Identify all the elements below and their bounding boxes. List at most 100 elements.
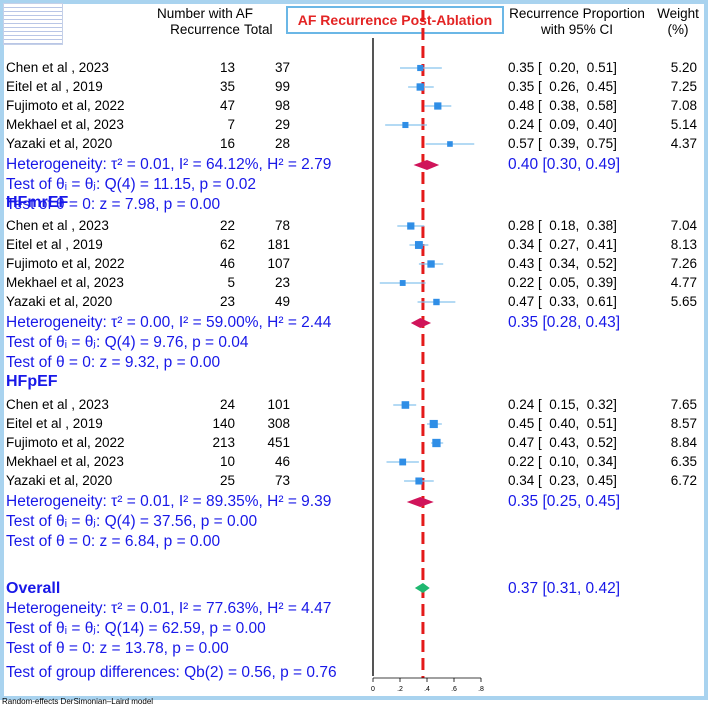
study-name: Mekhael et al, 2023 [6, 275, 124, 290]
af-count: 7 [227, 117, 235, 132]
study-name: Fujimoto et al, 2022 [6, 256, 125, 271]
af-count: 47 [219, 98, 235, 113]
pooled-diamond [410, 318, 432, 328]
proportion-ci: 0.47 [ 0.33, 0.61] [508, 294, 617, 309]
study-name: Chen et al , 2023 [6, 397, 109, 412]
total-count: 49 [274, 294, 290, 309]
weight-value: 5.20 [670, 60, 697, 75]
total-count: 78 [274, 218, 290, 233]
proportion-ci: 0.35 [ 0.26, 0.45] [508, 79, 617, 94]
pooled-estimate-overall: 0.37 [0.31, 0.42] [508, 580, 621, 597]
weight-value: 6.35 [670, 454, 697, 469]
study-marker [447, 141, 453, 147]
weight-value: 7.26 [670, 256, 697, 271]
af-count: 5 [227, 275, 235, 290]
proportion-ci: 0.43 [ 0.34, 0.52] [508, 256, 617, 271]
study-marker [415, 477, 423, 485]
total-count: 308 [267, 416, 290, 431]
header-proportion: Recurrence Proportion with 95% CI [504, 6, 650, 38]
header-weight-line1: Weight [657, 6, 699, 21]
subgroup-heading: HFmrEF [6, 194, 69, 211]
weight-value: 7.08 [670, 98, 697, 113]
af-count: 62 [219, 237, 235, 252]
proportion-ci: 0.22 [ 0.10, 0.34] [508, 454, 617, 469]
study-marker [401, 401, 410, 409]
study-name: Eitel et al , 2019 [6, 416, 103, 431]
study-marker [427, 260, 435, 268]
af-count: 35 [219, 79, 235, 94]
header-proportion-line2: with 95% CI [540, 22, 614, 37]
weight-value: 6.72 [670, 473, 697, 488]
model-footnote: Random-effects DerSimonian–Laird model [2, 697, 154, 706]
proportion-ci: 0.34 [ 0.23, 0.45] [508, 473, 617, 488]
study-marker [414, 241, 423, 249]
total-count: 99 [274, 79, 290, 94]
study-marker [432, 438, 441, 448]
study-name: Mekhael et al, 2023 [6, 454, 124, 469]
proportion-ci: 0.24 [ 0.09, 0.40] [508, 117, 617, 132]
homogeneity-test: Test of θᵢ = θⱼ: Q(14) = 62.59, p = 0.00 [6, 620, 266, 637]
effect-test: Test of θ = 0: z = 7.98, p = 0.00 [6, 196, 221, 213]
weight-value: 8.57 [670, 416, 697, 431]
study-name: Fujimoto et al, 2022 [6, 98, 125, 113]
header-af-count: Number with AF Recurrence [140, 6, 270, 38]
study-name: Yazaki et al, 2020 [6, 294, 113, 309]
study-name: Eitel et al , 2019 [6, 237, 103, 252]
af-count: 10 [219, 454, 235, 469]
header-weight-line2: (%) [667, 22, 689, 37]
proportion-ci: 0.45 [ 0.40, 0.51] [508, 416, 617, 431]
af-count: 16 [219, 136, 235, 151]
total-count: 98 [274, 98, 290, 113]
study-name: Yazaki et al, 2020 [6, 473, 113, 488]
proportion-ci: 0.48 [ 0.38, 0.58] [508, 98, 617, 113]
pooled-diamond [406, 497, 434, 507]
study-marker [402, 121, 409, 129]
x-tick-label: .6 [451, 686, 457, 693]
study-marker [417, 64, 424, 72]
study-name: Chen et al , 2023 [6, 60, 109, 75]
proportion-ci: 0.24 [ 0.15, 0.32] [508, 397, 617, 412]
pooled-estimate: 0.35 [0.25, 0.45] [508, 493, 621, 510]
effect-test: Test of θ = 0: z = 13.78, p = 0.00 [6, 640, 229, 657]
study-name: Chen et al , 2023 [6, 218, 109, 233]
total-count: 101 [267, 397, 290, 412]
study-marker [399, 458, 407, 466]
study-marker [407, 222, 415, 230]
homogeneity-test: Test of θᵢ = θⱼ: Q(4) = 11.15, p = 0.02 [6, 176, 256, 193]
weight-value: 8.13 [670, 237, 697, 252]
total-count: 37 [274, 60, 290, 75]
x-tick-label: .2 [397, 686, 403, 693]
overall-diamond [414, 583, 430, 593]
subgroup-heading: HFpEF [6, 373, 58, 390]
proportion-ci: 0.57 [ 0.39, 0.75] [508, 136, 617, 151]
total-count: 181 [267, 237, 290, 252]
header-weight: Weight (%) [650, 6, 706, 38]
heterogeneity-stat: Heterogeneity: τ² = 0.01, I² = 77.63%, H… [6, 600, 332, 617]
study-marker [434, 102, 442, 110]
af-count: 13 [219, 60, 235, 75]
study-name: Mekhael et al, 2023 [6, 117, 124, 132]
header-total: Total [244, 22, 273, 37]
study-name: Fujimoto et al, 2022 [6, 435, 125, 450]
group-difference-test: Test of group differences: Qb(2) = 0.56,… [6, 664, 337, 681]
weight-value: 7.25 [670, 79, 697, 94]
af-count: 213 [212, 435, 235, 450]
af-count: 140 [212, 416, 235, 431]
af-count: 23 [219, 294, 235, 309]
weight-value: 8.84 [670, 435, 697, 450]
weight-value: 4.77 [670, 275, 697, 290]
x-tick-label: 0 [371, 686, 375, 693]
weight-value: 5.65 [670, 294, 697, 309]
af-count: 25 [219, 473, 235, 488]
overall-heading: Overall [6, 580, 61, 597]
total-count: 451 [267, 435, 290, 450]
study-marker [416, 83, 424, 91]
weight-value: 5.14 [670, 117, 697, 132]
x-tick-label: .8 [478, 686, 484, 693]
study-marker [429, 419, 438, 429]
homogeneity-test: Test of θᵢ = θⱼ: Q(4) = 9.76, p = 0.04 [6, 334, 249, 351]
pooled-estimate: 0.40 [0.30, 0.49] [508, 156, 621, 173]
weight-value: 7.04 [670, 218, 697, 233]
